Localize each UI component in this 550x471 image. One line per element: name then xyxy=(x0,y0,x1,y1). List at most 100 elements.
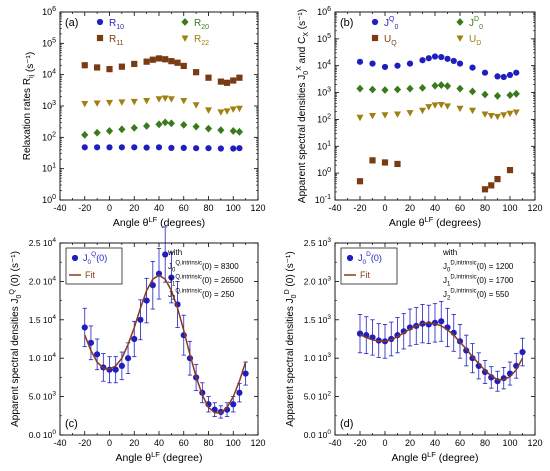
x-tick-label: 40 xyxy=(430,438,440,448)
data-point xyxy=(168,274,175,281)
x-tick-label: 120 xyxy=(250,203,265,213)
data-point xyxy=(456,84,464,93)
x-tick-label: 120 xyxy=(527,203,542,213)
data-point xyxy=(236,74,243,81)
legend-marker xyxy=(96,34,104,42)
data-point xyxy=(106,144,113,151)
y-tick-label: 102 xyxy=(317,113,331,124)
y-tick-label: 1.5 103 xyxy=(304,314,332,325)
data-point xyxy=(356,114,364,122)
data-point xyxy=(443,82,452,90)
legend-label: JD0 xyxy=(469,16,483,31)
annotation: with J0D,intrinsic(0) = 1200J1D,intrinsic… xyxy=(442,248,514,302)
series-3 xyxy=(356,101,520,122)
y-axis-label: Relaxation rates Rij (s⁻¹) xyxy=(22,52,36,160)
legend-label: J0Q(0) xyxy=(83,251,107,266)
data-point xyxy=(230,145,237,152)
series-2 xyxy=(356,81,520,100)
x-axis-label: Angle θLF (degrees) xyxy=(389,215,481,229)
y-tick-label: 103 xyxy=(42,100,56,111)
data-point xyxy=(512,109,520,116)
data-point xyxy=(236,389,243,396)
chart-panel-a: -40 -20 0 20 40 60 80 100 120 100 101 102 103 104 105 1… xyxy=(22,6,266,229)
y-tick-label: 104 xyxy=(42,69,56,80)
x-tick-label: 20 xyxy=(129,203,139,213)
data-point xyxy=(230,77,237,84)
data-point xyxy=(381,159,389,166)
y-tick-label: 101 xyxy=(42,163,56,174)
data-point xyxy=(230,401,237,408)
y-tick-label: 106 xyxy=(42,6,56,17)
data-point xyxy=(155,55,163,62)
data-point xyxy=(406,84,414,93)
data-point xyxy=(106,66,113,73)
data-point xyxy=(112,366,119,373)
data-point xyxy=(105,127,114,135)
legend-entry: R11 xyxy=(96,34,124,47)
legend-marker xyxy=(96,18,104,26)
data-point xyxy=(81,324,88,331)
y-tick-label: 100 xyxy=(42,194,56,205)
data-point xyxy=(205,145,212,152)
data-point xyxy=(488,182,495,189)
data-point xyxy=(456,60,464,67)
x-tick-label: 0 xyxy=(382,203,387,213)
legend-entry: R20 xyxy=(181,18,209,31)
legend-marker xyxy=(371,34,379,42)
data-point xyxy=(481,90,489,99)
data-point xyxy=(106,99,113,107)
series-1 xyxy=(84,274,247,414)
data-point xyxy=(174,59,181,66)
data-point xyxy=(130,124,138,132)
data-point xyxy=(381,86,389,94)
x-tick-label: 120 xyxy=(527,438,542,448)
chart-panel-c: -40 -20 0 20 40 60 80 100 120 0.0 100 5.0 103 1.0 1… xyxy=(9,226,266,464)
x-tick-label: -20 xyxy=(78,438,91,448)
legend-entry: Fit xyxy=(69,270,95,280)
data-point xyxy=(494,176,501,183)
data-point xyxy=(431,102,439,109)
data-point xyxy=(513,69,520,76)
legend-marker xyxy=(346,254,354,262)
data-point xyxy=(494,113,501,121)
data-point xyxy=(149,282,156,289)
data-point xyxy=(356,84,364,93)
panel-label: (c) xyxy=(65,418,78,430)
y-axis-label: Apparent spectral densities J0D (0) (s⁻¹… xyxy=(284,251,298,426)
data-point xyxy=(205,107,212,114)
data-point xyxy=(500,73,507,81)
series-0 xyxy=(356,300,526,392)
data-point xyxy=(94,351,101,358)
y-tick-label: 104 xyxy=(317,60,331,71)
data-point xyxy=(406,60,414,67)
legend-marker xyxy=(371,18,379,26)
legend-label: UQ xyxy=(384,34,397,47)
legend-entry: J0Q(0) xyxy=(71,251,107,266)
x-tick-label: 80 xyxy=(203,438,213,448)
y-tick-label: 102 xyxy=(42,131,56,142)
data-point xyxy=(456,105,464,113)
x-tick-label: 60 xyxy=(179,203,189,213)
x-tick-label: 20 xyxy=(405,203,415,213)
data-point xyxy=(469,107,476,115)
legend-label: Fit xyxy=(85,270,95,280)
x-tick-label: 100 xyxy=(502,203,517,213)
x-tick-label: 40 xyxy=(430,203,440,213)
data-point xyxy=(487,113,495,120)
data-point xyxy=(381,63,389,71)
x-tick-label: 80 xyxy=(203,203,213,213)
data-point xyxy=(506,110,514,118)
data-point xyxy=(481,186,489,193)
annotation-line: J1Q,intrinsic(0) = 26500 xyxy=(168,275,244,288)
y-tick-label: 2.0 103 xyxy=(304,275,332,286)
legend-marker xyxy=(456,35,464,42)
y-tick-label: 1.0 103 xyxy=(304,352,332,363)
data-point xyxy=(81,144,88,151)
data-point xyxy=(168,58,175,65)
data-point xyxy=(149,56,156,63)
data-point xyxy=(143,297,150,304)
data-point xyxy=(143,58,150,65)
x-axis-label: Angle θLF (degrees) xyxy=(113,215,205,229)
legend-marker xyxy=(71,254,79,262)
fit-curve xyxy=(359,322,524,381)
